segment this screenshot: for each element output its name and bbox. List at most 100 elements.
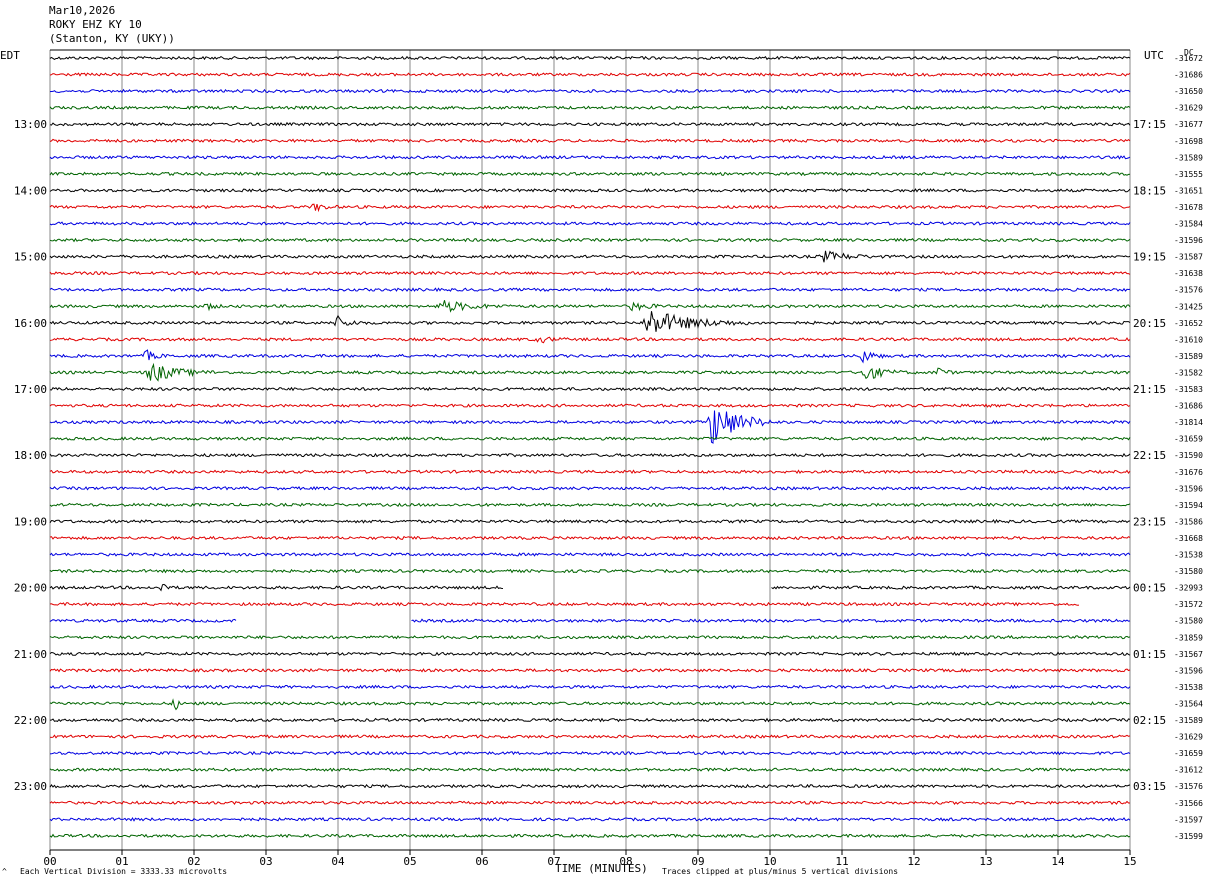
trace-row-12 [49,250,1131,263]
trace-group [49,55,1131,839]
x-tick-label: 05 [403,855,416,868]
dc-offset-label: -31590 [1174,451,1203,460]
dc-offset-label: -31599 [1174,832,1203,841]
x-tick-label: 01 [115,855,128,868]
utc-hour-label: 17:15 [1133,118,1166,131]
trace-row-14 [49,287,1131,293]
edt-hour-label: 20:00 [14,582,47,595]
utc-hour-label: 19:15 [1133,251,1166,264]
dc-offset-label: -31596 [1174,236,1203,245]
edt-hour-label: 14:00 [14,184,47,197]
edt-hour-label: 17:00 [14,383,47,396]
dc-offset-label: -31584 [1174,220,1203,229]
trace-row-39 [49,698,1131,711]
utc-hour-label: 03:15 [1133,780,1166,793]
trace-row-6 [49,154,1131,160]
edt-hour-label: 13:00 [14,118,47,131]
edt-hour-label: 18:00 [14,449,47,462]
dc-offset-label: -31538 [1174,551,1203,560]
trace-row-31 [49,568,1131,574]
dc-offset-label: -31686 [1174,402,1203,411]
dc-offset-label: -31580 [1174,567,1203,576]
x-tick-label: 03 [259,855,272,868]
trace-row-0 [49,55,1131,61]
dc-offset-label: -31677 [1174,120,1203,129]
edt-zone-label: EDT [0,49,20,62]
utc-zone-label: UTC [1144,49,1164,62]
dc-offset-label: -31650 [1174,87,1203,96]
trace-row-4 [49,121,1131,127]
trace-row-2 [49,88,1131,94]
dc-offset-label: -31589 [1174,153,1203,162]
dc-offset-label: -31629 [1174,104,1203,113]
dc-offset-label: -31652 [1174,319,1203,328]
trace-row-46 [49,816,1131,822]
dc-offset-label: -31659 [1174,435,1203,444]
edt-hour-label: 19:00 [14,515,47,528]
dc-offset-label: -31425 [1174,302,1203,311]
dc-offset-label: -31582 [1174,368,1203,377]
dc-offset-label: -31587 [1174,253,1203,262]
trace-row-44 [49,783,1131,789]
trace-row-28 [49,519,1131,524]
dc-offset-label: -31610 [1174,335,1203,344]
clip-note: Traces clipped at plus/minus 5 vertical … [662,867,899,876]
x-tick-label: 06 [475,855,488,868]
dc-offset-label: -31594 [1174,501,1203,510]
trace-row-29 [49,535,1131,541]
utc-hour-label: 18:15 [1133,184,1166,197]
trace-row-37 [49,668,1131,673]
dc-offset-label: -31686 [1174,71,1203,80]
trace-row-32 [49,583,1131,592]
dc-offset-label: -31583 [1174,385,1203,394]
x-tick-label: 12 [907,855,920,868]
trace-row-47 [49,833,1131,839]
x-tick-label: 08 [619,855,632,868]
trace-row-30 [49,552,1131,557]
header-date: Mar10,2026 [49,4,116,17]
dc-offset-label: -31576 [1174,782,1203,791]
trace-row-38 [49,684,1131,690]
dc-offset-label: -31659 [1174,749,1203,758]
utc-hour-label: 01:15 [1133,648,1166,661]
dc-offset-label: -31814 [1174,418,1203,427]
trace-row-40 [49,717,1131,723]
dc-offset-label: -31859 [1174,633,1203,642]
trace-row-19 [49,362,1131,382]
trace-row-5 [49,138,1131,144]
dc-offset-label: -31612 [1174,766,1203,775]
dc-offset-label: -31580 [1174,617,1203,626]
trace-row-11 [49,237,1131,243]
dc-offset-label: -31589 [1174,716,1203,725]
utc-hour-label: 00:15 [1133,582,1166,595]
x-axis-ticks: 00 01 02 03 04 05 06 07 08 09 10 11 12 13 14 15 [43,850,1137,868]
trace-row-43 [49,767,1131,773]
trace-row-45 [49,800,1130,806]
footer-corner-mark: ^ [2,867,7,876]
utc-hour-label: 20:15 [1133,317,1166,330]
x-tick-label: 00 [43,855,56,868]
edt-hour-labels: 13:00 14:00 15:00 16:00 17:00 18:00 19:00 20:00… [14,118,47,793]
dc-offset-label: -31567 [1174,650,1203,659]
x-tick-label: 10 [763,855,776,868]
trace-row-41 [49,734,1131,739]
x-tick-label: 14 [1051,855,1065,868]
trace-row-35 [49,635,1131,640]
dc-offset-label: -31576 [1174,286,1203,295]
trace-row-27 [49,502,1131,508]
dc-column-label: DC [1184,48,1194,57]
trace-row-9 [49,203,1131,213]
header-location: (Stanton, KY (UKY)) [49,32,175,45]
scale-note: Each Vertical Division = 3333.33 microvo… [20,867,228,876]
dc-offset-label: -31651 [1174,186,1203,195]
dc-offset-label: -31564 [1174,699,1203,708]
dc-offset-label: -31586 [1174,517,1203,526]
trace-row-34 [49,618,1131,623]
dc-offset-label: -31597 [1174,815,1203,824]
trace-row-3 [49,105,1131,110]
dc-offset-label: -32993 [1174,584,1203,593]
trace-row-22 [49,410,1131,444]
dc-offset-label: -31672 [1174,54,1203,63]
dc-offset-label: -31629 [1174,733,1203,742]
dc-offset-label: -31678 [1174,203,1203,212]
